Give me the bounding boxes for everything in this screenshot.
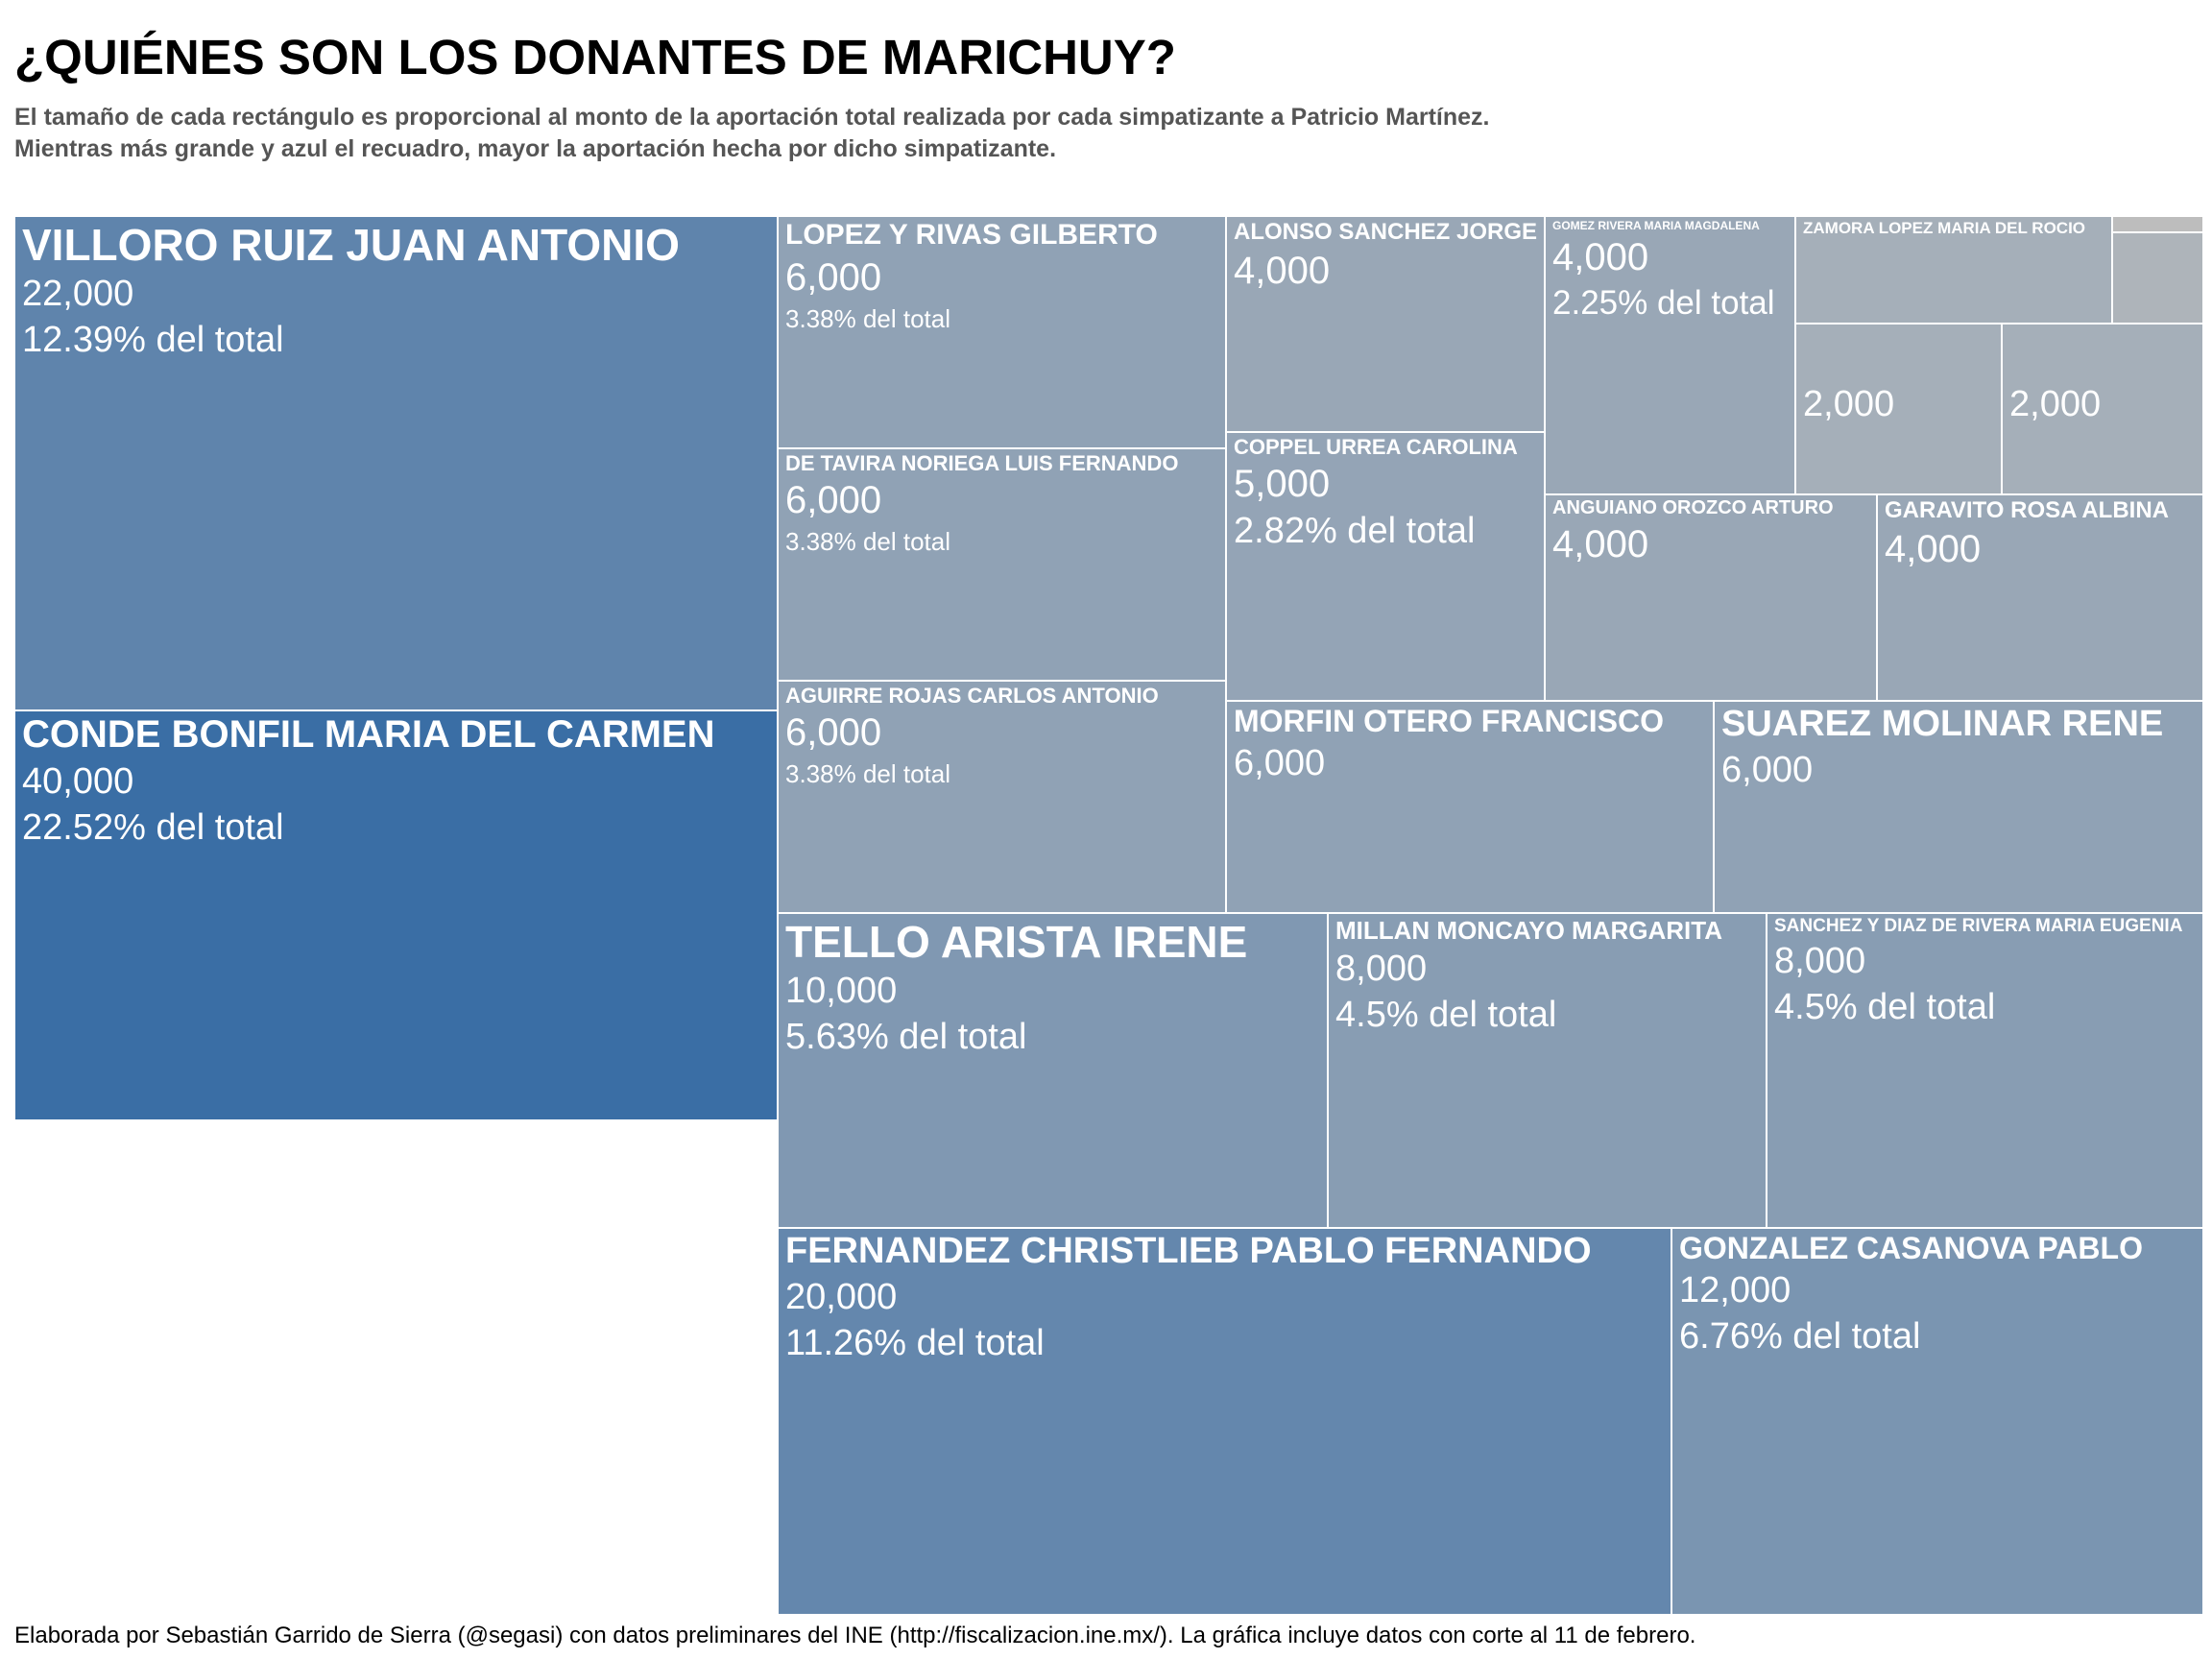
treemap-tile: VILLORO RUIZ JUAN ANTONIO 22,000 12.39% de…: [14, 216, 778, 710]
tile-name-label: DE TAVIRA NORIEGA LUIS FERNANDO: [785, 451, 1179, 475]
tile-value-label: 10,000: [785, 971, 898, 1011]
tile-name-label: ALONSO SANCHEZ JORGE: [1234, 219, 1538, 245]
tile-name-label: GARAVITO ROSA ALBINA: [1885, 497, 2170, 523]
treemap-tile: SANCHEZ Y DIAZ DE RIVERA MARIA EUGENIA 8,…: [1767, 913, 2203, 1228]
treemap-tile: CONDE BONFIL MARIA DEL CARMEN 40,000 22.52…: [14, 710, 778, 1120]
chart-caption: Elaborada por Sebastián Garrido de Sierr…: [14, 1623, 1696, 1648]
tile-value-label: 6,000: [785, 479, 882, 521]
tile-value-label: 4,000: [1552, 236, 1649, 278]
chart-subtitle-line-2: Mientras más grande y azul el recuadro, …: [14, 135, 1057, 162]
tile-name-label: ZAMORA LOPEZ MARIA DEL ROCIO: [1803, 219, 2086, 237]
tile-percent-label: 5.63% del total: [785, 1017, 1027, 1057]
tile-percent-label: 6.76% del total: [1679, 1316, 1921, 1357]
treemap-tile: ZAMORA LOPEZ MARIA DEL ROCIO: [1795, 216, 2112, 324]
tile-value-label: 20,000: [785, 1277, 898, 1317]
treemap-tile: SUAREZ MOLINAR RENE 6,000: [1714, 701, 2203, 913]
tile-value-label: 6,000: [1721, 750, 1814, 790]
tile-value-label: 8,000: [1774, 941, 1866, 981]
treemap-tile: ALONSO SANCHEZ JORGE 4,000: [1226, 216, 1545, 432]
tile-name-label: CONDE BONFIL MARIA DEL CARMEN: [22, 713, 715, 756]
tile-name-label: MILLAN MONCAYO MARGARITA: [1335, 916, 1722, 945]
tile-value-label: 2,000: [2009, 384, 2102, 424]
chart-subtitle-line-1: El tamaño de cada rectángulo es proporci…: [14, 104, 1490, 131]
treemap-tile: GOMEZ RIVERA MARIA MAGDALENA 4,000 2.25% d…: [1545, 216, 1795, 494]
tile-value-label: 12,000: [1679, 1270, 1791, 1310]
tile-percent-label: 4.5% del total: [1774, 987, 1996, 1027]
treemap-tile: [2112, 232, 2203, 324]
tile-percent-label: 3.38% del total: [785, 527, 951, 556]
treemap: CONDE BONFIL MARIA DEL CARMEN 40,000 22.52…: [14, 216, 2203, 1615]
tile-percent-label: 2.82% del total: [1234, 511, 1476, 551]
tile-value-label: 2,000: [1803, 384, 1895, 424]
tile-value-label: 40,000: [22, 761, 134, 802]
tile-value-label: 4,000: [1885, 528, 1982, 570]
tile-name-label: ANGUIANO OROZCO ARTURO: [1552, 497, 1834, 518]
tile-name-label: GONZALEZ CASANOVA PABLO: [1679, 1231, 2143, 1265]
tile-value-label: 6,000: [1234, 743, 1326, 783]
tile-value-label: 8,000: [1335, 949, 1428, 989]
tile-name-label: FERNANDEZ CHRISTLIEB PABLO FERNANDO: [785, 1231, 1592, 1271]
tile-name-label: COPPEL URREA CAROLINA: [1234, 435, 1518, 459]
treemap-tile: LOPEZ Y RIVAS GILBERTO 6,000 3.38% del tot…: [778, 216, 1226, 448]
chart-title: ¿QUIÉNES SON LOS DONANTES DE MARICHUY?: [14, 30, 1176, 84]
treemap-tile: AGUIRRE ROJAS CARLOS ANTONIO 6,000 3.38% d…: [778, 681, 1226, 913]
tile-name-label: SUAREZ MOLINAR RENE: [1721, 704, 2164, 744]
tile-value-label: 22,000: [22, 274, 134, 314]
tile-name-label: SANCHEZ Y DIAZ DE RIVERA MARIA EUGENIA: [1774, 916, 2183, 936]
tile-name-label: AGUIRRE ROJAS CARLOS ANTONIO: [785, 684, 1159, 708]
treemap-tile: [2112, 216, 2203, 232]
tile-value-label: 4,000: [1234, 250, 1331, 292]
tile-percent-label: 12.39% del total: [22, 320, 284, 360]
tile-name-label: TELLO ARISTA IRENE: [785, 917, 1248, 967]
tile-percent-label: 22.52% del total: [22, 807, 284, 848]
tile-value-label: 4,000: [1552, 523, 1649, 565]
treemap-tile: TELLO ARISTA IRENE 10,000 5.63% del total: [778, 913, 1328, 1228]
tile-name-label: LOPEZ Y RIVAS GILBERTO: [785, 219, 1158, 251]
tile-value-label: 6,000: [785, 256, 882, 299]
tile-name-label: GOMEZ RIVERA MARIA MAGDALENA: [1552, 219, 1760, 232]
tile-name-label: MORFIN OTERO FRANCISCO: [1234, 704, 1664, 738]
tile-percent-label: 11.26% del total: [785, 1323, 1045, 1363]
treemap-tile: MORFIN OTERO FRANCISCO 6,000: [1226, 701, 1714, 913]
tile-value-label: 5,000: [1234, 463, 1331, 505]
tile-name-label: VILLORO RUIZ JUAN ANTONIO: [22, 220, 680, 270]
treemap-tile: DE TAVIRA NORIEGA LUIS FERNANDO 6,000 3.38…: [778, 448, 1226, 681]
treemap-tile: 2,000: [2002, 324, 2203, 494]
tile-value-label: 6,000: [785, 711, 882, 754]
tile-percent-label: 3.38% del total: [785, 304, 951, 333]
treemap-tile: GONZALEZ CASANOVA PABLO 12,000 6.76% del t…: [1671, 1228, 2203, 1615]
treemap-tile: 2,000: [1795, 324, 2002, 494]
tile-percent-label: 4.5% del total: [1335, 995, 1557, 1035]
treemap-tile: MILLAN MONCAYO MARGARITA 8,000 4.5% del to…: [1328, 913, 1767, 1228]
treemap-tile: ANGUIANO OROZCO ARTURO 4,000: [1545, 494, 1877, 701]
treemap-tile: COPPEL URREA CAROLINA 5,000 2.82% del tota…: [1226, 432, 1545, 701]
tile-percent-label: 2.25% del total: [1552, 284, 1775, 322]
tile-percent-label: 3.38% del total: [785, 759, 951, 788]
treemap-tile: FERNANDEZ CHRISTLIEB PABLO FERNANDO 20,00…: [778, 1228, 1671, 1615]
treemap-tile: GARAVITO ROSA ALBINA 4,000: [1877, 494, 2203, 701]
